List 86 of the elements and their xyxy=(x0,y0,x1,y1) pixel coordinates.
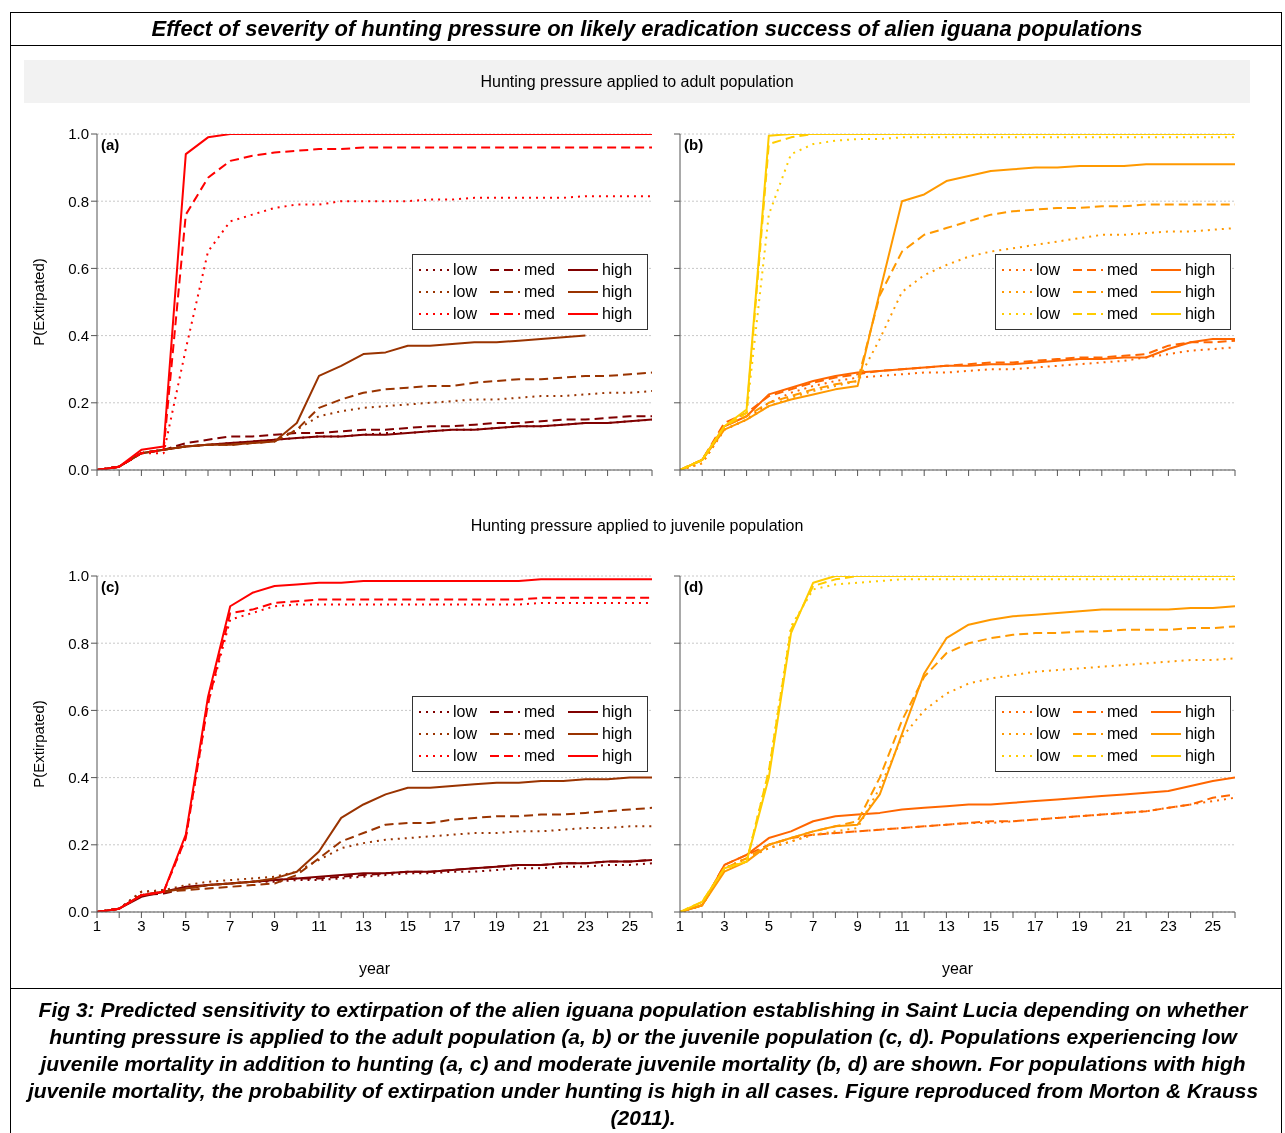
y-axis-title: P(Extirpated) xyxy=(30,699,48,790)
annotation: (c) xyxy=(101,578,120,595)
x-tick-label: 1 xyxy=(92,916,102,934)
x-tick-label: 11 xyxy=(894,916,910,934)
legend-label: high xyxy=(601,260,633,279)
legend-label: low xyxy=(453,702,478,721)
chart-subtitle: Hunting pressure applied to adult population xyxy=(24,60,1250,103)
legend-label: med xyxy=(1106,724,1138,743)
legend-label: high xyxy=(601,304,633,323)
x-axis-title: year xyxy=(940,960,975,978)
legend-label: med xyxy=(1106,304,1138,323)
y-tick-label: 1.0 xyxy=(68,125,89,143)
x-tick-label: 25 xyxy=(1204,916,1222,934)
x-tick-label: 7 xyxy=(809,916,818,934)
legend-label: med xyxy=(523,304,555,323)
y-tick-label: 0.8 xyxy=(68,634,89,652)
legend-label: low xyxy=(1036,746,1061,765)
legend-label: med xyxy=(523,282,555,301)
legend-label: high xyxy=(1184,702,1216,721)
y-tick-label: 0.2 xyxy=(68,394,89,412)
annotation: (a) xyxy=(101,136,120,153)
legend-label: low xyxy=(1036,304,1061,323)
x-tick-label: 23 xyxy=(577,916,594,934)
caption: Fig 3: Predicted sensitivity to extirpation of the alien iguana population establishing in Saint Lucia depending on whether hunting pressure is applied to the adult population (a, b) or the juvenile population (c, d). Populations experiencing low juvenile mortality in addition to hunting (a, c) and moderate juvenile mortality (b, d) are shown. For populations with high juvenile mortality, the probability of extirpation under hunting is high in all cases. Figure reproduced from Morton & Krauss (2011). xyxy=(25,997,1260,1131)
chart-subtitle: Hunting pressure applied to juvenile population xyxy=(469,516,805,536)
x-tick-label: 21 xyxy=(532,916,550,934)
x-tick-label: 9 xyxy=(270,916,279,934)
x-tick-label: 7 xyxy=(226,916,235,934)
y-tick-label: 1.0 xyxy=(68,567,89,585)
legend-label: med xyxy=(523,746,555,765)
x-tick-label: 3 xyxy=(720,916,729,934)
x-tick-label: 5 xyxy=(764,916,773,934)
x-tick-label: 17 xyxy=(1026,916,1044,934)
x-tick-label: 3 xyxy=(137,916,146,934)
legend-label: low xyxy=(453,304,478,323)
legend-label: high xyxy=(601,724,633,743)
legend-label: med xyxy=(523,702,555,721)
x-tick-label: 25 xyxy=(621,916,639,934)
legend-label: low xyxy=(1036,260,1061,279)
x-tick-label: 15 xyxy=(982,916,1000,934)
x-tick-label: 19 xyxy=(488,916,505,934)
legend-label: low xyxy=(453,724,478,743)
legend-label: med xyxy=(1106,260,1138,279)
y-tick-label: 0.6 xyxy=(68,701,89,719)
legend-label: low xyxy=(453,282,478,301)
legend-label: high xyxy=(1184,282,1216,301)
x-axis-title: year xyxy=(357,960,392,978)
y-tick-label: 0.2 xyxy=(68,836,89,854)
x-tick-label: 13 xyxy=(938,916,955,934)
x-tick-label: 17 xyxy=(443,916,461,934)
annotation: (d) xyxy=(684,578,704,595)
legend-label: med xyxy=(523,260,555,279)
x-tick-label: 13 xyxy=(355,916,372,934)
legend-label: high xyxy=(601,702,633,721)
x-tick-label: 23 xyxy=(1160,916,1177,934)
legend-label: high xyxy=(601,746,633,765)
y-tick-label: 0.0 xyxy=(68,461,89,479)
legend-label: high xyxy=(1184,304,1216,323)
y-tick-label: 0.0 xyxy=(68,903,89,921)
legend-label: low xyxy=(453,746,478,765)
y-tick-label: 0.8 xyxy=(68,192,89,210)
y-axis-title: P(Extirpated) xyxy=(30,257,48,348)
x-tick-label: 1 xyxy=(675,916,685,934)
legend-label: med xyxy=(1106,746,1138,765)
y-tick-label: 0.6 xyxy=(68,259,89,277)
legend-label: low xyxy=(1036,702,1061,721)
y-tick-label: 0.4 xyxy=(68,326,89,344)
annotation: (b) xyxy=(684,136,704,153)
x-tick-label: 21 xyxy=(1115,916,1133,934)
legend-label: low xyxy=(453,260,478,279)
legend-label: med xyxy=(1106,282,1138,301)
legend-label: high xyxy=(1184,746,1216,765)
y-tick-label: 0.4 xyxy=(68,768,89,786)
legend-label: low xyxy=(1036,282,1061,301)
x-tick-label: 9 xyxy=(853,916,862,934)
x-tick-label: 5 xyxy=(181,916,190,934)
legend-label: high xyxy=(1184,260,1216,279)
legend-label: low xyxy=(1036,724,1061,743)
legend-label: high xyxy=(601,282,633,301)
legend-label: med xyxy=(523,724,555,743)
chart-title: Effect of severity of hunting pressure on likely eradication success of alien iguana populations xyxy=(150,16,1144,42)
x-tick-label: 19 xyxy=(1071,916,1088,934)
legend-label: med xyxy=(1106,702,1138,721)
x-tick-label: 11 xyxy=(311,916,327,934)
x-tick-label: 15 xyxy=(399,916,417,934)
legend-label: high xyxy=(1184,724,1216,743)
